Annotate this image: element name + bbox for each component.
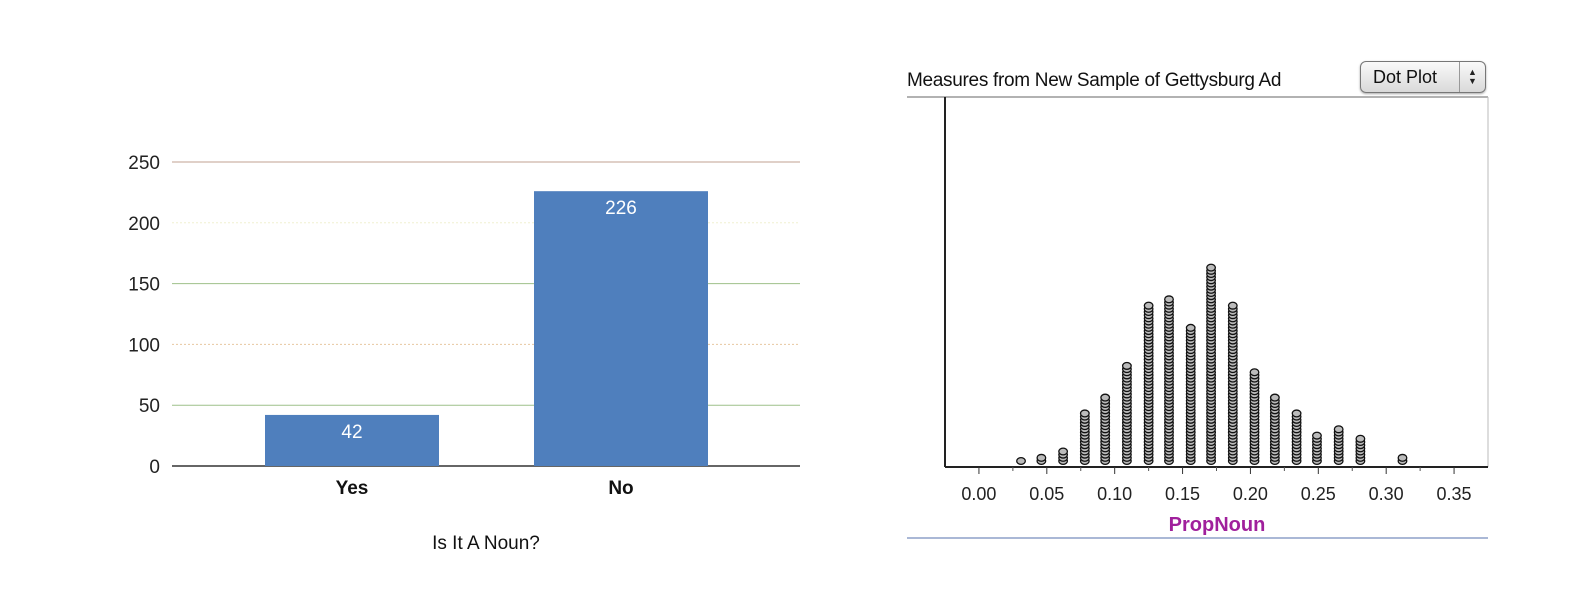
- dot[interactable]: [1206, 263, 1217, 272]
- dot-plot-x-axis-label[interactable]: PropNoun: [1169, 514, 1266, 536]
- dot[interactable]: [1333, 425, 1344, 434]
- dot-plot-x-ticks: 0.00 0.05 0.10 0.15 0.20 0.25 0.30 0.35: [961, 467, 1472, 504]
- bar-chart-x-axis-label: Is It A Noun?: [432, 533, 540, 554]
- x-category-label: Yes: [336, 478, 369, 499]
- dot[interactable]: [1355, 434, 1366, 443]
- dot[interactable]: [1079, 409, 1090, 418]
- dot[interactable]: [1185, 323, 1196, 332]
- dot-plot-frame: [907, 96, 1489, 539]
- bar-chart-category-labels: Yes No: [336, 478, 634, 499]
- y-tick-label: 50: [139, 396, 160, 417]
- x-tick-label: 0.25: [1301, 484, 1336, 504]
- x-tick-label: 0.15: [1165, 484, 1200, 504]
- bar-no[interactable]: [534, 191, 708, 466]
- bar-data-label: 226: [605, 198, 637, 219]
- y-tick-label: 0: [149, 457, 160, 478]
- bar-data-label: 42: [341, 422, 362, 443]
- x-tick-label: 0.05: [1029, 484, 1064, 504]
- plot-type-select-value: Dot Plot: [1373, 67, 1438, 87]
- dot[interactable]: [1249, 368, 1260, 377]
- x-tick-label: 0.35: [1437, 484, 1472, 504]
- dot-plot-title: Measures from New Sample of Gettysburg A…: [907, 70, 1282, 91]
- bar-yes[interactable]: [265, 414, 439, 466]
- bar-chart-y-tick-labels: 0 50 100 150 200 250: [128, 153, 160, 478]
- y-tick-label: 200: [128, 214, 160, 235]
- dot[interactable]: [1227, 301, 1238, 310]
- dot-plot-panel: 0.00 0.05 0.10 0.15 0.20 0.25 0.30 0.35 PropNou…: [900, 0, 1520, 598]
- dot[interactable]: [1269, 393, 1280, 402]
- bar-chart: 0 50 100 150 200 250 42 226 Yes No Is It A Noun…: [128, 153, 800, 554]
- dot[interactable]: [1058, 447, 1069, 456]
- x-tick-label: 0.30: [1369, 484, 1404, 504]
- dot[interactable]: [1291, 409, 1302, 418]
- dot[interactable]: [1397, 453, 1408, 462]
- y-tick-label: 100: [128, 335, 160, 356]
- x-category-label: No: [608, 478, 633, 499]
- x-tick-label: 0.20: [1233, 484, 1268, 504]
- x-tick-label: 0.00: [961, 484, 996, 504]
- dot[interactable]: [1121, 361, 1132, 370]
- dot[interactable]: [1036, 453, 1047, 462]
- y-tick-label: 150: [128, 275, 160, 296]
- dot[interactable]: [1164, 295, 1174, 304]
- dot-plot-chart: 0.00 0.05 0.10 0.15 0.20 0.25 0.30 0.35 PropNou…: [907, 96, 1489, 539]
- dot-plot-points[interactable]: [1016, 263, 1408, 466]
- dot[interactable]: [1143, 301, 1154, 310]
- plot-type-select[interactable]: Dot Plot ▲ ▼: [1360, 61, 1486, 93]
- dot[interactable]: [1100, 393, 1111, 402]
- x-tick-label: 0.10: [1097, 484, 1132, 504]
- y-tick-label: 250: [128, 153, 160, 174]
- dot[interactable]: [1016, 456, 1026, 466]
- dot[interactable]: [1312, 431, 1322, 440]
- bar-chart-bars: 42 226: [265, 191, 708, 466]
- select-updown-arrows-icon: ▲ ▼: [1459, 62, 1485, 92]
